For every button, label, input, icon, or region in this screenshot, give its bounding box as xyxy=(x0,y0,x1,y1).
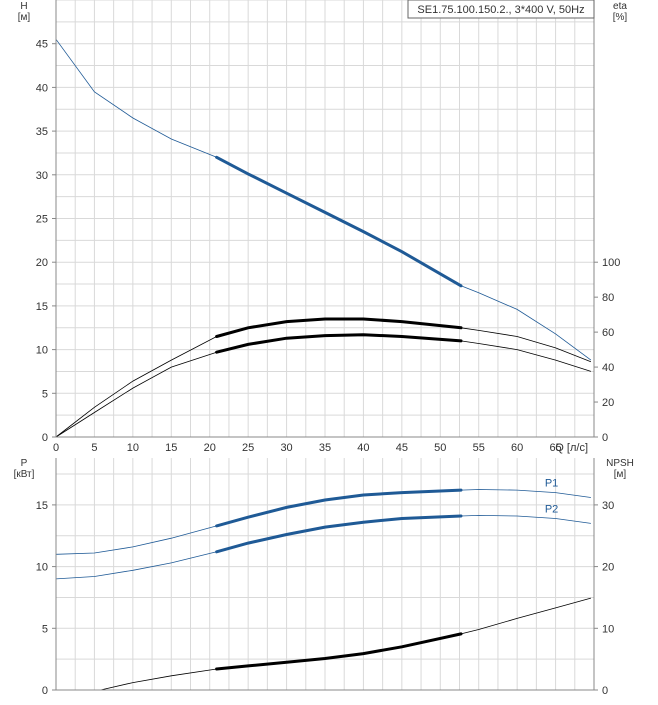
bottom-ytick-label: 10 xyxy=(36,562,48,574)
top-xtick-label: 45 xyxy=(396,442,408,454)
top-ytick-label: 10 xyxy=(36,345,48,357)
top-x-axis-title: Q [л/с] xyxy=(555,442,588,454)
bottom-series-2-operating-range xyxy=(215,632,463,671)
top-xtick-label: 15 xyxy=(165,442,177,454)
bottom-series-1-operating-range xyxy=(215,514,463,554)
bottom-ytick-label: 5 xyxy=(42,623,48,635)
top-y2tick-label: 60 xyxy=(602,327,614,339)
top-series-2-operating-range xyxy=(215,333,463,354)
top-xtick-label: 20 xyxy=(204,442,216,454)
top-xtick-label: 30 xyxy=(280,442,292,454)
top-series-1-operating-range xyxy=(215,317,463,338)
top-y2tick-label: 40 xyxy=(602,362,614,374)
curves-layer xyxy=(55,39,592,691)
top-xtick-label: 10 xyxy=(127,442,139,454)
top-xtick-label: 40 xyxy=(357,442,369,454)
top-left-axis-title: H [м] xyxy=(18,1,31,23)
top-ytick-label: 25 xyxy=(36,214,48,226)
grid-layer xyxy=(55,0,595,691)
top-y2tick-label: 80 xyxy=(602,292,614,304)
top-ytick-label: 40 xyxy=(36,82,48,94)
bottom-right-axis-title: NPSH [м] xyxy=(606,458,634,480)
bottom-y2tick-label: 0 xyxy=(602,685,608,697)
top-xtick-label: 65 xyxy=(549,442,561,454)
bottom-ytick-label: 0 xyxy=(42,685,48,697)
bottom-series-0-operating-range xyxy=(215,488,463,528)
top-ytick-label: 15 xyxy=(36,301,48,313)
chart-title: SE1.75.100.150.2., 3*400 V, 50Hz xyxy=(417,4,584,16)
bottom-y2tick-label: 10 xyxy=(602,623,614,635)
top-series-0-operating-range xyxy=(215,155,463,288)
top-xtick-label: 25 xyxy=(242,442,254,454)
top-xtick-label: 35 xyxy=(319,442,331,454)
bottom-series-label-p2: P2 xyxy=(545,503,558,515)
axes-layer xyxy=(52,0,598,691)
top-ytick-label: 20 xyxy=(36,257,48,269)
bottom-series-1-curve xyxy=(55,514,591,580)
top-xtick-label: 55 xyxy=(473,442,485,454)
bottom-ytick-label: 15 xyxy=(36,500,48,512)
top-xtick-label: 60 xyxy=(511,442,523,454)
top-xtick-label: 5 xyxy=(91,442,97,454)
bottom-y2tick-label: 20 xyxy=(602,562,614,574)
top-ytick-label: 30 xyxy=(36,170,48,182)
bottom-left-axis-title: P [кВт] xyxy=(14,458,35,480)
title-box xyxy=(407,0,595,19)
top-ytick-label: 5 xyxy=(42,388,48,400)
top-xtick-label: 0 xyxy=(53,442,59,454)
top-ytick-label: 35 xyxy=(36,126,48,138)
top-y2tick-label: 0 xyxy=(602,432,608,444)
top-y2tick-label: 20 xyxy=(602,397,614,409)
top-y2tick-label: 100 xyxy=(602,257,620,269)
bottom-series-label-p1: P1 xyxy=(545,478,558,490)
top-xtick-label: 50 xyxy=(434,442,446,454)
top-ytick-label: 0 xyxy=(42,432,48,444)
bottom-y2tick-label: 30 xyxy=(602,500,614,512)
top-ytick-label: 45 xyxy=(36,39,48,51)
top-right-axis-title: eta [%] xyxy=(613,1,628,23)
